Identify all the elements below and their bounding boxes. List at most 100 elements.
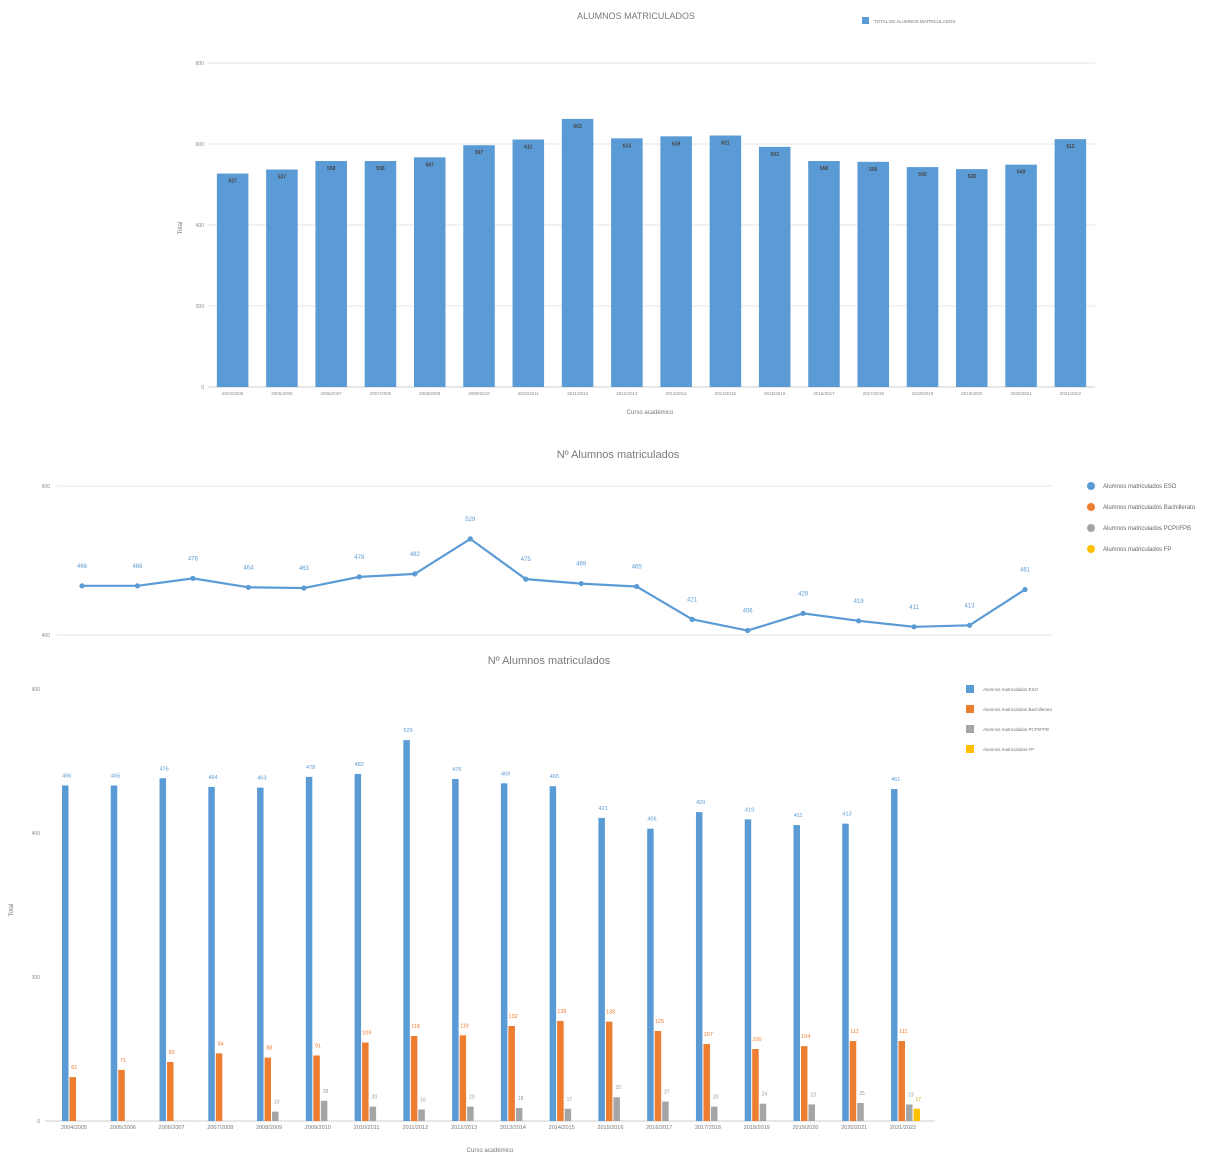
chart3-data-label: 138 (606, 1010, 615, 1016)
chart1-data-label: 556 (869, 167, 878, 173)
chart1-xlabel: Curso académico (627, 410, 674, 416)
chart1-bar (364, 161, 397, 387)
chart3-bar (605, 1021, 613, 1121)
chart1-bar (857, 161, 890, 387)
chart3-data-label: 461 (891, 777, 900, 783)
chart3-xtick: 2011/2012 (403, 1125, 429, 1131)
chart2-point (1022, 586, 1028, 593)
chart3-data-label: 23 (810, 1092, 816, 1098)
chart1-xtick: 2006/2007 (321, 391, 343, 396)
chart1-bar (1054, 139, 1087, 387)
chart3-data-label: 91 (315, 1043, 321, 1049)
chart1-xtick: 2007/2008 (370, 391, 392, 396)
chart2-series-line (82, 537, 1026, 632)
chart2-legend-label: Alumnos matriculados PCPI/FPB (1103, 526, 1191, 532)
chart3-data-label: 119 (460, 1023, 469, 1029)
chart1-bar (266, 169, 298, 387)
chart3-legend-swatch (966, 725, 974, 733)
chart2-point (634, 583, 640, 590)
chart3-data-label: 28 (323, 1089, 329, 1095)
chart3-bar (110, 785, 118, 1121)
chart2-legend-swatch (1087, 482, 1095, 490)
chart3-data-label: 25 (859, 1091, 865, 1097)
chart1-title: ALUMNOS MATRICULADOS (577, 11, 695, 21)
chart1-xtick: 2016/2017 (813, 391, 835, 396)
chart3-bar (354, 773, 362, 1121)
chart3-data-label: 132 (509, 1014, 518, 1020)
chart2-point (911, 624, 917, 630)
chart3-xtick: 2020/2021 (841, 1125, 867, 1131)
chart3-data-label: 476 (160, 766, 169, 772)
chart3-data-label: 13 (274, 1100, 280, 1106)
chart3-bar (842, 823, 849, 1121)
chart2-point (412, 571, 418, 577)
chart1-data-label: 621 (721, 140, 730, 146)
chart2-point (855, 618, 862, 624)
chart2-data-label: 469 (576, 562, 587, 568)
chart3-bar (118, 1069, 125, 1121)
chart3-bar (857, 1103, 864, 1121)
chart1-ytick: 200 (196, 304, 205, 310)
chart2-data-label: 421 (687, 597, 698, 603)
chart2-data-label: 463 (299, 566, 310, 572)
chart2-legend-swatch (1087, 524, 1095, 532)
chart3-xtick: 2018/2019 (744, 1125, 770, 1131)
chart2-data-label: 411 (909, 605, 919, 611)
chart3-bar (410, 1036, 418, 1121)
chart3-bar (598, 817, 605, 1121)
chart3-ylabel-group: Total (9, 904, 15, 917)
chart3-data-label: 125 (655, 1019, 664, 1025)
chart2-point (301, 585, 307, 591)
chart3-data-label: 94 (217, 1041, 223, 1047)
chart3-bar (808, 1104, 815, 1121)
chart2-legend-label: Alumnos matriculados Bachillerato (1103, 505, 1196, 511)
chart1-bar (561, 118, 594, 387)
chart1-data-label: 662 (573, 124, 582, 130)
chart1-data-label: 537 (278, 175, 287, 181)
chart3-bar (800, 1046, 808, 1121)
chart3-bar (549, 786, 557, 1121)
chart3-xtick: 2014/2015 (549, 1125, 575, 1131)
chart1-data-label: 567 (426, 162, 435, 168)
chart1-data-label: 558 (820, 166, 829, 172)
chart2-point (745, 627, 751, 634)
chart3-data-label: 529 (404, 728, 413, 734)
chart1-xtick: 2004/2005 (222, 391, 244, 396)
chart3-bar (500, 783, 508, 1121)
chart1-data-label: 614 (623, 143, 632, 149)
chart1-xtick: 2015/2016 (764, 391, 786, 396)
chart3-bar (557, 1020, 564, 1121)
chart2-data-label: 406 (743, 609, 754, 615)
chart2-data-label: 419 (854, 599, 865, 605)
chart1-data-label: 543 (918, 172, 927, 178)
chart1-xtick: 2021/2022 (1060, 391, 1082, 396)
chart3-data-label: 482 (355, 762, 364, 768)
chart3-title: Nº Alumnos matriculados (488, 655, 611, 667)
chart3-data-label: 27 (664, 1090, 670, 1096)
chart3-bar (793, 825, 800, 1121)
chart3-bar (320, 1100, 328, 1121)
chart2-title: Nº Alumnos matriculados (557, 449, 680, 461)
chart3-data-label: 24 (762, 1092, 768, 1098)
chart3-legend-label: Alumnos matriculados FP (983, 747, 1034, 752)
chart2-data-label: 465 (632, 565, 643, 571)
chart1-legend-swatch (862, 17, 869, 24)
chart3-bar (613, 1097, 620, 1121)
chart3-data-label: 109 (362, 1031, 371, 1037)
chart3-data-label: 100 (752, 1037, 761, 1043)
chart2-point (134, 583, 141, 589)
chart1-legend-label: TOTAL DE ALUMNOS MATRICULADOS (874, 19, 955, 24)
chart1-xtick: 2010/2011 (518, 391, 539, 396)
chart1-data-label: 558 (376, 166, 385, 172)
chart1-data-label: 619 (672, 141, 681, 147)
chart2-point (966, 622, 973, 628)
chart1-bar (758, 146, 791, 387)
chart1-data-label: 597 (475, 150, 484, 156)
chart2-point (467, 536, 473, 542)
chart3-data-label: 111 (850, 1029, 858, 1035)
chart1-ytick: 800 (196, 61, 205, 67)
chart1-xtick: 2009/2010 (468, 391, 490, 396)
chart2-point (689, 616, 695, 622)
chart1-xtick: 2020/2021 (1010, 391, 1032, 396)
chart3-data-label: 478 (306, 765, 315, 771)
